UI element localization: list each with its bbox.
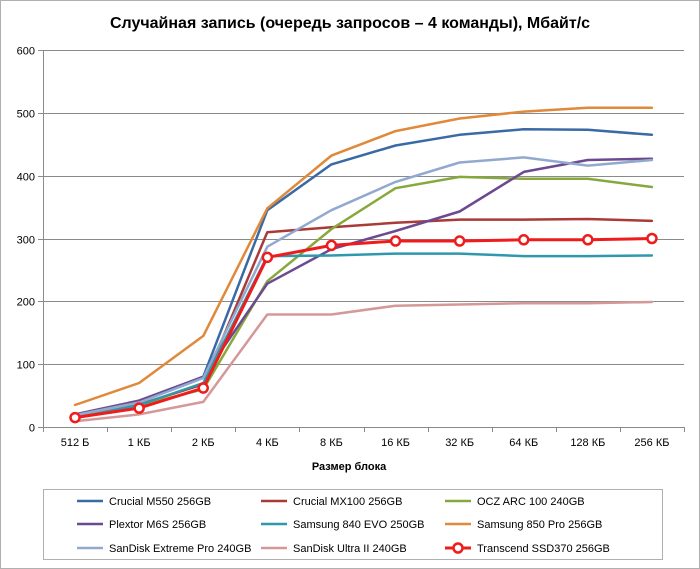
data-point [197, 382, 209, 394]
legend-item: OCZ ARC 100 240GB [445, 496, 585, 508]
legend-item: SanDisk Ultra II 240GB [261, 543, 407, 555]
series-group [73, 157, 654, 416]
legend-marker [452, 542, 464, 554]
series-group [69, 232, 658, 424]
y-tick-label: 500 [17, 109, 35, 121]
legend-item: Plextor M6S 256GB [77, 519, 206, 531]
legend-label: Crucial MX100 256GB [293, 496, 402, 508]
series-line [73, 157, 654, 416]
legend-box [43, 489, 663, 560]
chart-title: Случайная запись (очередь запросов – 4 к… [110, 15, 590, 32]
legend-label: Samsung 840 EVO 250GB [293, 519, 424, 531]
x-tick-label: 2 КБ [192, 437, 215, 449]
series-line [73, 237, 654, 420]
legend-label: Plextor M6S 256GB [109, 519, 206, 531]
x-tick-label: 8 КБ [320, 437, 343, 449]
data-point [133, 402, 145, 414]
x-tick-label: 1 КБ [128, 437, 151, 449]
data-point [646, 232, 658, 245]
series-group [73, 156, 654, 417]
series-line [73, 252, 654, 420]
legend-label: SanDisk Extreme Pro 240GB [109, 543, 251, 555]
x-tick-label: 16 КБ [381, 437, 410, 449]
legend-label: Crucial M550 256GB [109, 496, 211, 508]
data-point [389, 235, 402, 247]
data-point [582, 234, 594, 246]
x-tick-label: 128 КБ [570, 437, 605, 449]
x-tick-label: 4 КБ [256, 437, 279, 449]
y-tick-label: 600 [17, 46, 35, 58]
y-tick-label: 200 [17, 297, 35, 309]
legend-label: Transcend SSD370 256GB [477, 543, 610, 555]
legend-item: Transcend SSD370 256GB [445, 542, 610, 555]
legend: Crucial M550 256GB Crucial MX100 256GB OCZ… [43, 489, 663, 560]
x-tick-label: 512 Б [61, 437, 90, 449]
legend-label: OCZ ARC 100 240GB [477, 496, 585, 508]
data-point [518, 234, 530, 246]
y-tick-label: 400 [17, 172, 35, 184]
series-line [73, 300, 654, 423]
data-point [69, 411, 81, 424]
x-axis-label: Размер блока [312, 461, 387, 473]
series-group [73, 300, 654, 423]
legend-label: SanDisk Ultra II 240GB [293, 543, 407, 555]
legend-item: Crucial M550 256GB [77, 496, 211, 508]
legend-item: Samsung 850 Pro 256GB [445, 519, 602, 531]
x-tick-label: 256 КБ [634, 437, 669, 449]
legend-item: SanDisk Extreme Pro 240GB [77, 543, 251, 555]
series-group [73, 252, 654, 420]
y-tick-label: 100 [17, 360, 35, 372]
series-line [73, 156, 654, 417]
y-tick-label: 300 [17, 235, 35, 247]
legend-item: Crucial MX100 256GB [261, 496, 402, 508]
data-point [261, 251, 274, 264]
axes: 0 100 200 300 400 500 600 512 Б 1 КБ 2 КБ 4 КБ 8 КБ… [17, 46, 685, 449]
data-point [325, 239, 338, 252]
legend-label: Samsung 850 Pro 256GB [477, 519, 602, 531]
data-point [453, 235, 466, 247]
series-group [73, 106, 654, 407]
series-line [73, 106, 654, 407]
series-lines [69, 106, 658, 424]
legend-item: Samsung 840 EVO 250GB [261, 519, 424, 531]
x-tick-label: 64 КБ [509, 437, 538, 449]
y-tick-label: 0 [29, 423, 35, 435]
x-tick-label: 32 КБ [445, 437, 474, 449]
